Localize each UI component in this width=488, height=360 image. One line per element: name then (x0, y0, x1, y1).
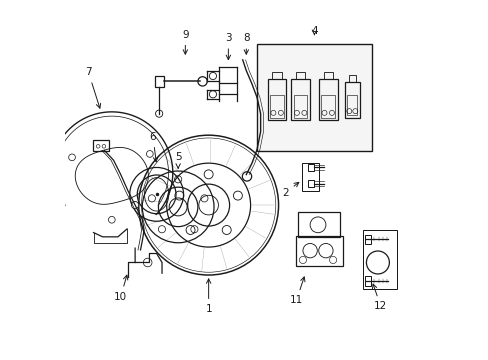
Bar (362, 230, 396, 289)
Text: 8: 8 (243, 33, 249, 54)
Text: 7: 7 (85, 67, 101, 108)
Bar (270, 95, 284, 118)
Bar (307, 164, 313, 171)
Text: 2: 2 (282, 183, 298, 198)
Bar (93, 140, 109, 150)
Bar (364, 276, 370, 286)
Text: 3: 3 (224, 33, 231, 60)
Text: 12: 12 (372, 284, 386, 311)
Bar (267, 79, 286, 120)
Bar (318, 79, 337, 120)
Bar (364, 234, 370, 244)
Bar (301, 163, 319, 192)
Text: 11: 11 (289, 277, 305, 305)
Bar (155, 76, 163, 87)
Text: 4: 4 (310, 26, 317, 36)
Bar (291, 79, 309, 120)
Bar (321, 95, 334, 118)
Bar (295, 72, 305, 79)
Text: 1: 1 (205, 279, 211, 314)
Text: 6: 6 (149, 132, 158, 162)
Text: 5: 5 (175, 152, 181, 168)
Text: 10: 10 (114, 275, 127, 302)
Bar (344, 82, 359, 118)
Bar (257, 44, 371, 151)
Bar (296, 235, 343, 266)
Bar (307, 180, 313, 187)
Bar (298, 212, 339, 237)
Bar (346, 95, 357, 115)
Circle shape (131, 202, 139, 209)
Text: 9: 9 (182, 30, 188, 54)
Bar (323, 72, 332, 79)
Bar (348, 75, 355, 82)
Bar (272, 72, 281, 79)
Bar (293, 95, 307, 118)
